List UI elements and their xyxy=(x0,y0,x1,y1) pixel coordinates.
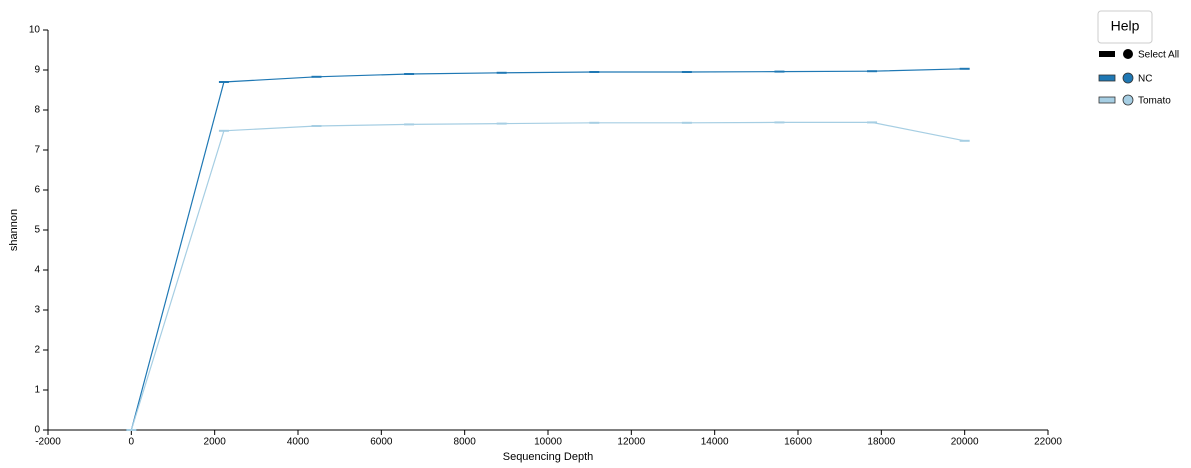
y-tick-label: 10 xyxy=(29,25,41,36)
legend-dot[interactable] xyxy=(1122,72,1134,84)
x-tick-label: 10000 xyxy=(534,437,562,448)
select-all-dot[interactable] xyxy=(1123,49,1133,59)
y-tick-label: 9 xyxy=(34,65,40,76)
series-line xyxy=(130,68,965,431)
x-tick-label: 6000 xyxy=(370,437,393,448)
x-tick-label: 0 xyxy=(129,437,135,448)
legend-label[interactable]: NC xyxy=(1138,74,1152,85)
x-tick-label: 4000 xyxy=(287,437,310,448)
series-line xyxy=(130,121,965,431)
y-tick-label: 7 xyxy=(34,145,40,156)
help-button[interactable] xyxy=(1097,10,1153,44)
legend-swatch[interactable] xyxy=(1098,96,1116,104)
y-tick-label: 1 xyxy=(34,385,40,396)
x-tick-label: 12000 xyxy=(617,437,645,448)
x-tick-label: 16000 xyxy=(784,437,812,448)
x-axis-label: Sequencing Depth xyxy=(503,451,594,463)
x-tick-label: 8000 xyxy=(454,437,477,448)
x-tick-label: 22000 xyxy=(1034,437,1062,448)
y-tick-label: 2 xyxy=(34,345,40,356)
legend-dot[interactable] xyxy=(1122,94,1134,106)
y-tick-label: 5 xyxy=(34,225,40,236)
select-all-swatch[interactable] xyxy=(1099,51,1115,57)
legend-label[interactable]: Tomato xyxy=(1138,96,1171,107)
y-tick-label: 0 xyxy=(34,425,40,436)
help-label[interactable]: Help xyxy=(1111,18,1140,34)
y-tick-label: 3 xyxy=(34,305,40,316)
select-all-label[interactable]: Select All xyxy=(1138,50,1179,61)
y-axis-label: shannon xyxy=(8,209,20,251)
x-tick-label: 20000 xyxy=(951,437,979,448)
y-tick-label: 6 xyxy=(34,185,40,196)
x-tick-label: 14000 xyxy=(701,437,729,448)
x-tick-label: 2000 xyxy=(204,437,227,448)
x-tick-label: -2000 xyxy=(35,437,61,448)
y-tick-label: 4 xyxy=(34,265,40,276)
legend-swatch[interactable] xyxy=(1098,74,1116,82)
x-tick-label: 18000 xyxy=(867,437,895,448)
y-tick-label: 8 xyxy=(34,105,40,116)
